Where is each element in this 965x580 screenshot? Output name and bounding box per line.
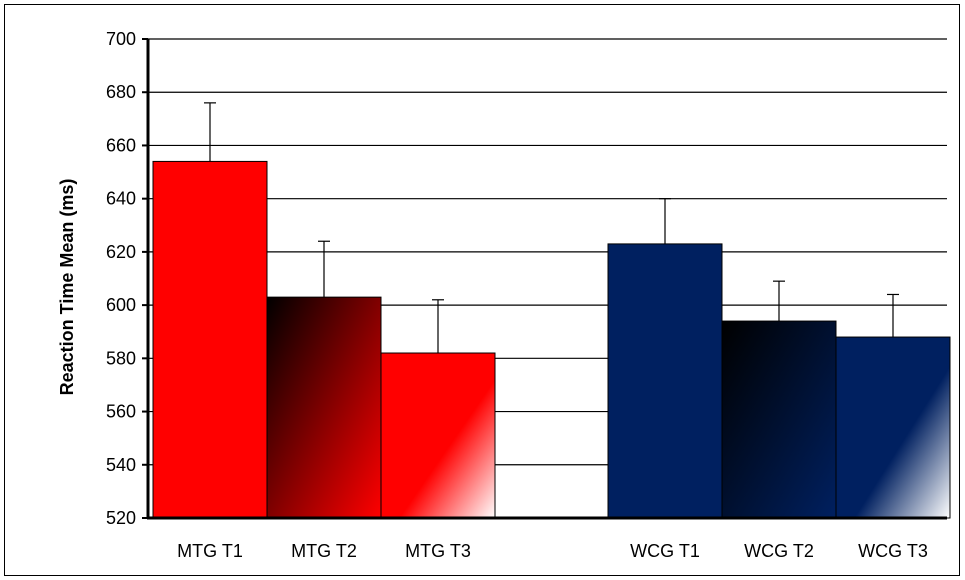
labels: 520 540 560 580 600 620 640 660 680 700 MTG T1 MTG … [106, 29, 928, 561]
x-category-label: WCG T3 [858, 541, 928, 561]
y-tick-label: 700 [106, 29, 136, 49]
y-tick-label: 540 [106, 455, 136, 475]
axes [142, 38, 947, 520]
bar-mtg-t2 [266, 296, 382, 519]
bar-wcg-t3 [835, 336, 951, 519]
y-tick-label: 560 [106, 402, 136, 422]
bar-mtg-t3 [380, 352, 496, 519]
x-category-label: MTG T1 [177, 541, 243, 561]
y-tick-label: 600 [106, 295, 136, 315]
x-category-label: WCG T1 [630, 541, 700, 561]
bar-mtg-t1 [152, 160, 268, 519]
y-axis-title: Reaction Time Mean (ms) [57, 179, 77, 396]
y-tick-label: 580 [106, 348, 136, 368]
y-tick-label: 660 [106, 135, 136, 155]
error-bars [204, 102, 899, 354]
y-tick-label: 640 [106, 189, 136, 209]
bar-wcg-t1 [607, 243, 723, 519]
bar-wcg-t2 [721, 320, 837, 519]
x-category-label: MTG T2 [291, 541, 357, 561]
x-category-label: WCG T2 [744, 541, 814, 561]
bar-chart: 520 540 560 580 600 620 640 660 680 700 MTG T1 MTG … [57, 29, 951, 561]
y-tick-label: 520 [106, 508, 136, 528]
y-tick-label: 620 [106, 242, 136, 262]
y-tick-label: 680 [106, 82, 136, 102]
bars [152, 160, 951, 519]
x-category-label: MTG T3 [405, 541, 471, 561]
chart-frame: 520 540 560 580 600 620 640 660 680 700 MTG T1 MTG … [4, 4, 960, 576]
